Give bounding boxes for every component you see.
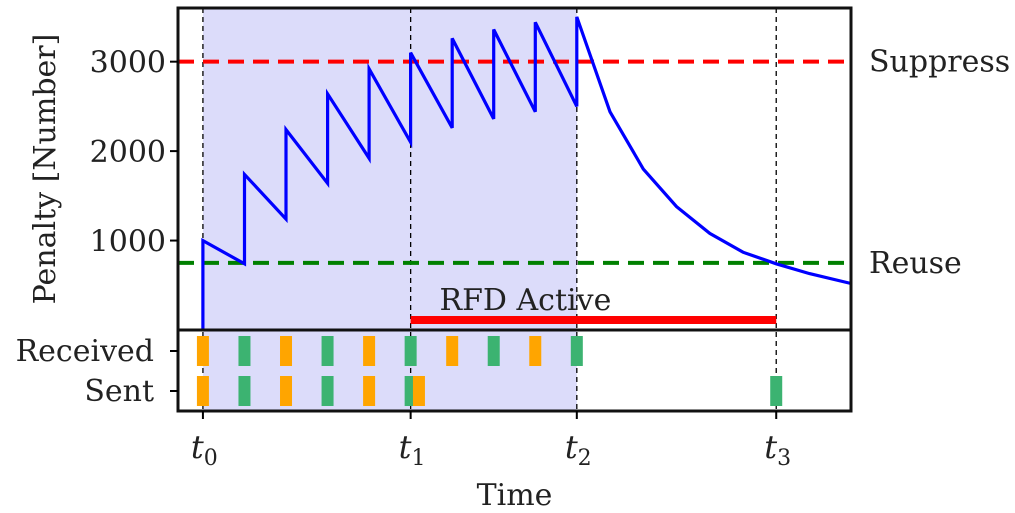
received-event-marker (238, 336, 251, 366)
received-event-marker (404, 336, 417, 366)
sent-event-marker (238, 376, 251, 406)
sent-event-marker (196, 376, 209, 406)
x-axis-title: Time (477, 478, 553, 513)
sent-event-marker (321, 376, 334, 406)
sent-event-marker (363, 376, 376, 406)
x-tick-label-t2: t2 (565, 428, 592, 471)
x-tick-label-t3: t3 (764, 428, 791, 471)
received-event-marker (196, 336, 209, 366)
event-row-labels: Received Sent (16, 334, 178, 409)
received-row-label: Received (16, 334, 154, 369)
reuse-threshold-label: Reuse (869, 246, 962, 281)
sent-event-marker (280, 376, 293, 406)
x-tick-label-t0: t0 (191, 428, 218, 471)
x-axis-ticks: t0 t1 t2 t3 (191, 411, 791, 471)
y-tick-label-3000: 3000 (90, 46, 166, 81)
y-tick-label-2000: 2000 (90, 135, 166, 170)
received-event-marker (446, 336, 459, 366)
sent-event-marker (770, 376, 783, 406)
shaded-region (202, 8, 577, 411)
plot-frame (176, 6, 853, 413)
received-event-marker (363, 336, 376, 366)
events-axes-frame (176, 328, 853, 413)
sent-event-marker (412, 376, 425, 406)
threshold-lines: Suppress Reuse (178, 45, 1010, 281)
rfd-active-bar: RFD Active (410, 283, 777, 324)
received-event-marker (570, 336, 583, 366)
rfd-active-label: RFD Active (440, 283, 612, 318)
received-event-marker (280, 336, 293, 366)
sent-row-label: Sent (84, 374, 154, 409)
received-event-marker (487, 336, 500, 366)
y-axis-ticks: 1000 2000 3000 (90, 46, 178, 260)
shaded-region-layer (202, 8, 577, 411)
x-tick-label-t1: t1 (399, 428, 426, 471)
penalty-line (201, 16, 852, 330)
y-axis-title: Penalty [Number] (28, 34, 63, 305)
event-markers (196, 336, 783, 406)
y-tick-label-1000: 1000 (90, 225, 166, 260)
received-event-marker (529, 336, 542, 366)
suppress-threshold-label: Suppress (869, 45, 1010, 80)
penalty-series (201, 16, 852, 330)
received-event-marker (321, 336, 334, 366)
